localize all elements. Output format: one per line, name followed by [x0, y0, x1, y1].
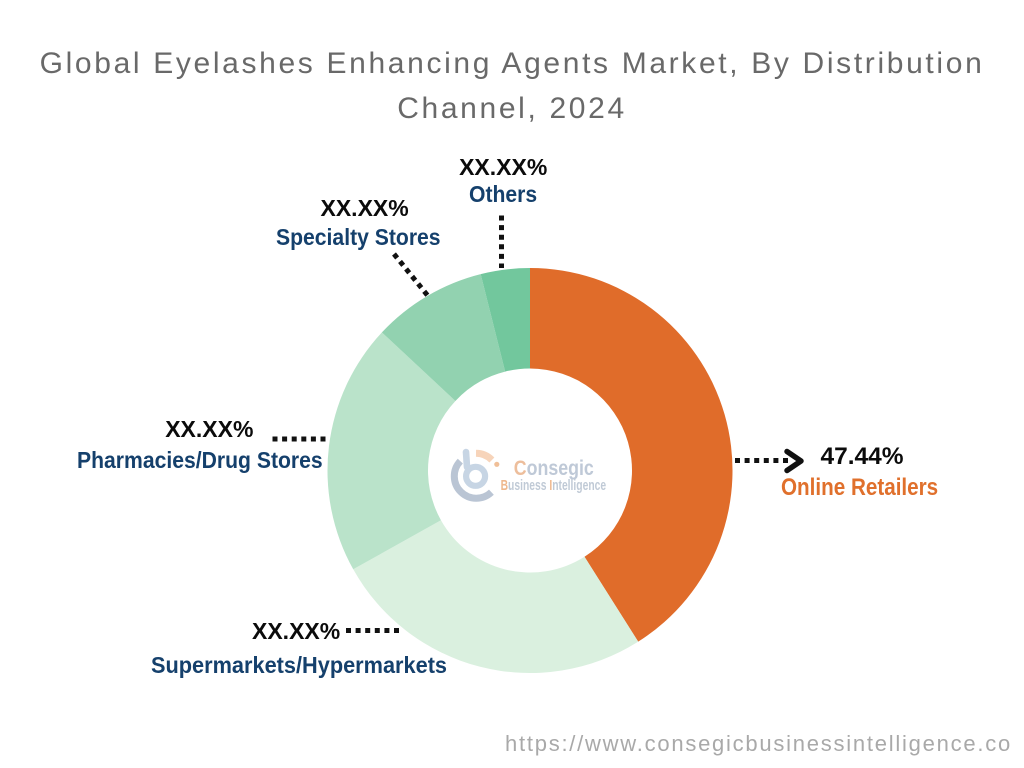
svg-text:Consegic: Consegic	[514, 456, 594, 480]
svg-text:Business Intelligence: Business Intelligence	[501, 478, 606, 494]
